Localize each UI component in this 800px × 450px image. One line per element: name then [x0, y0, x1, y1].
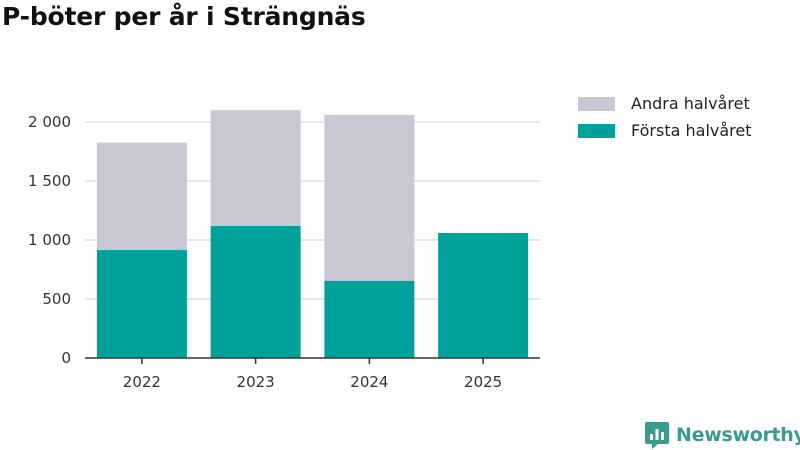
chart-legend: Andra halvåret Första halvåret — [578, 90, 752, 144]
bar-2022-andra-halvaret — [96, 142, 187, 251]
legend-item-andra-halvaret: Andra halvåret — [578, 90, 752, 117]
y-tick-label-1500: 1 500 — [28, 172, 71, 190]
x-tick-label-2024: 2024 — [350, 373, 388, 391]
y-tick-label-0: 0 — [61, 349, 71, 367]
bar-chart-bubble-icon — [645, 422, 669, 449]
legend-label-andra-halvaret: Andra halvåret — [631, 94, 750, 113]
bar-2022-forsta-halvaret — [96, 250, 187, 358]
x-tick-label-2022: 2022 — [123, 373, 161, 391]
x-tick-label-2023: 2023 — [237, 373, 275, 391]
bar-2023-andra-halvaret — [210, 110, 301, 226]
legend-swatch-andra-halvaret — [578, 96, 615, 111]
bar-2024-andra-halvaret — [324, 114, 415, 281]
newsworthy-logo: Newsworthy — [644, 420, 800, 450]
y-tick-label-500: 500 — [42, 290, 71, 308]
y-tick-label-2000: 2 000 — [28, 113, 71, 131]
legend-item-forsta-halvaret: Första halvåret — [578, 117, 752, 144]
legend-swatch-forsta-halvaret — [578, 123, 615, 138]
chart-title: P-böter per år i Strängnäs — [2, 2, 366, 31]
x-tick-label-2025: 2025 — [464, 373, 502, 391]
y-tick-label-1000: 1 000 — [28, 231, 71, 249]
brand-name: Newsworthy — [676, 424, 800, 446]
bar-2023-forsta-halvaret — [210, 225, 301, 358]
bar-2025-forsta-halvaret — [438, 232, 529, 358]
bar-2024-forsta-halvaret — [324, 280, 415, 358]
legend-label-forsta-halvaret: Första halvåret — [631, 121, 752, 140]
